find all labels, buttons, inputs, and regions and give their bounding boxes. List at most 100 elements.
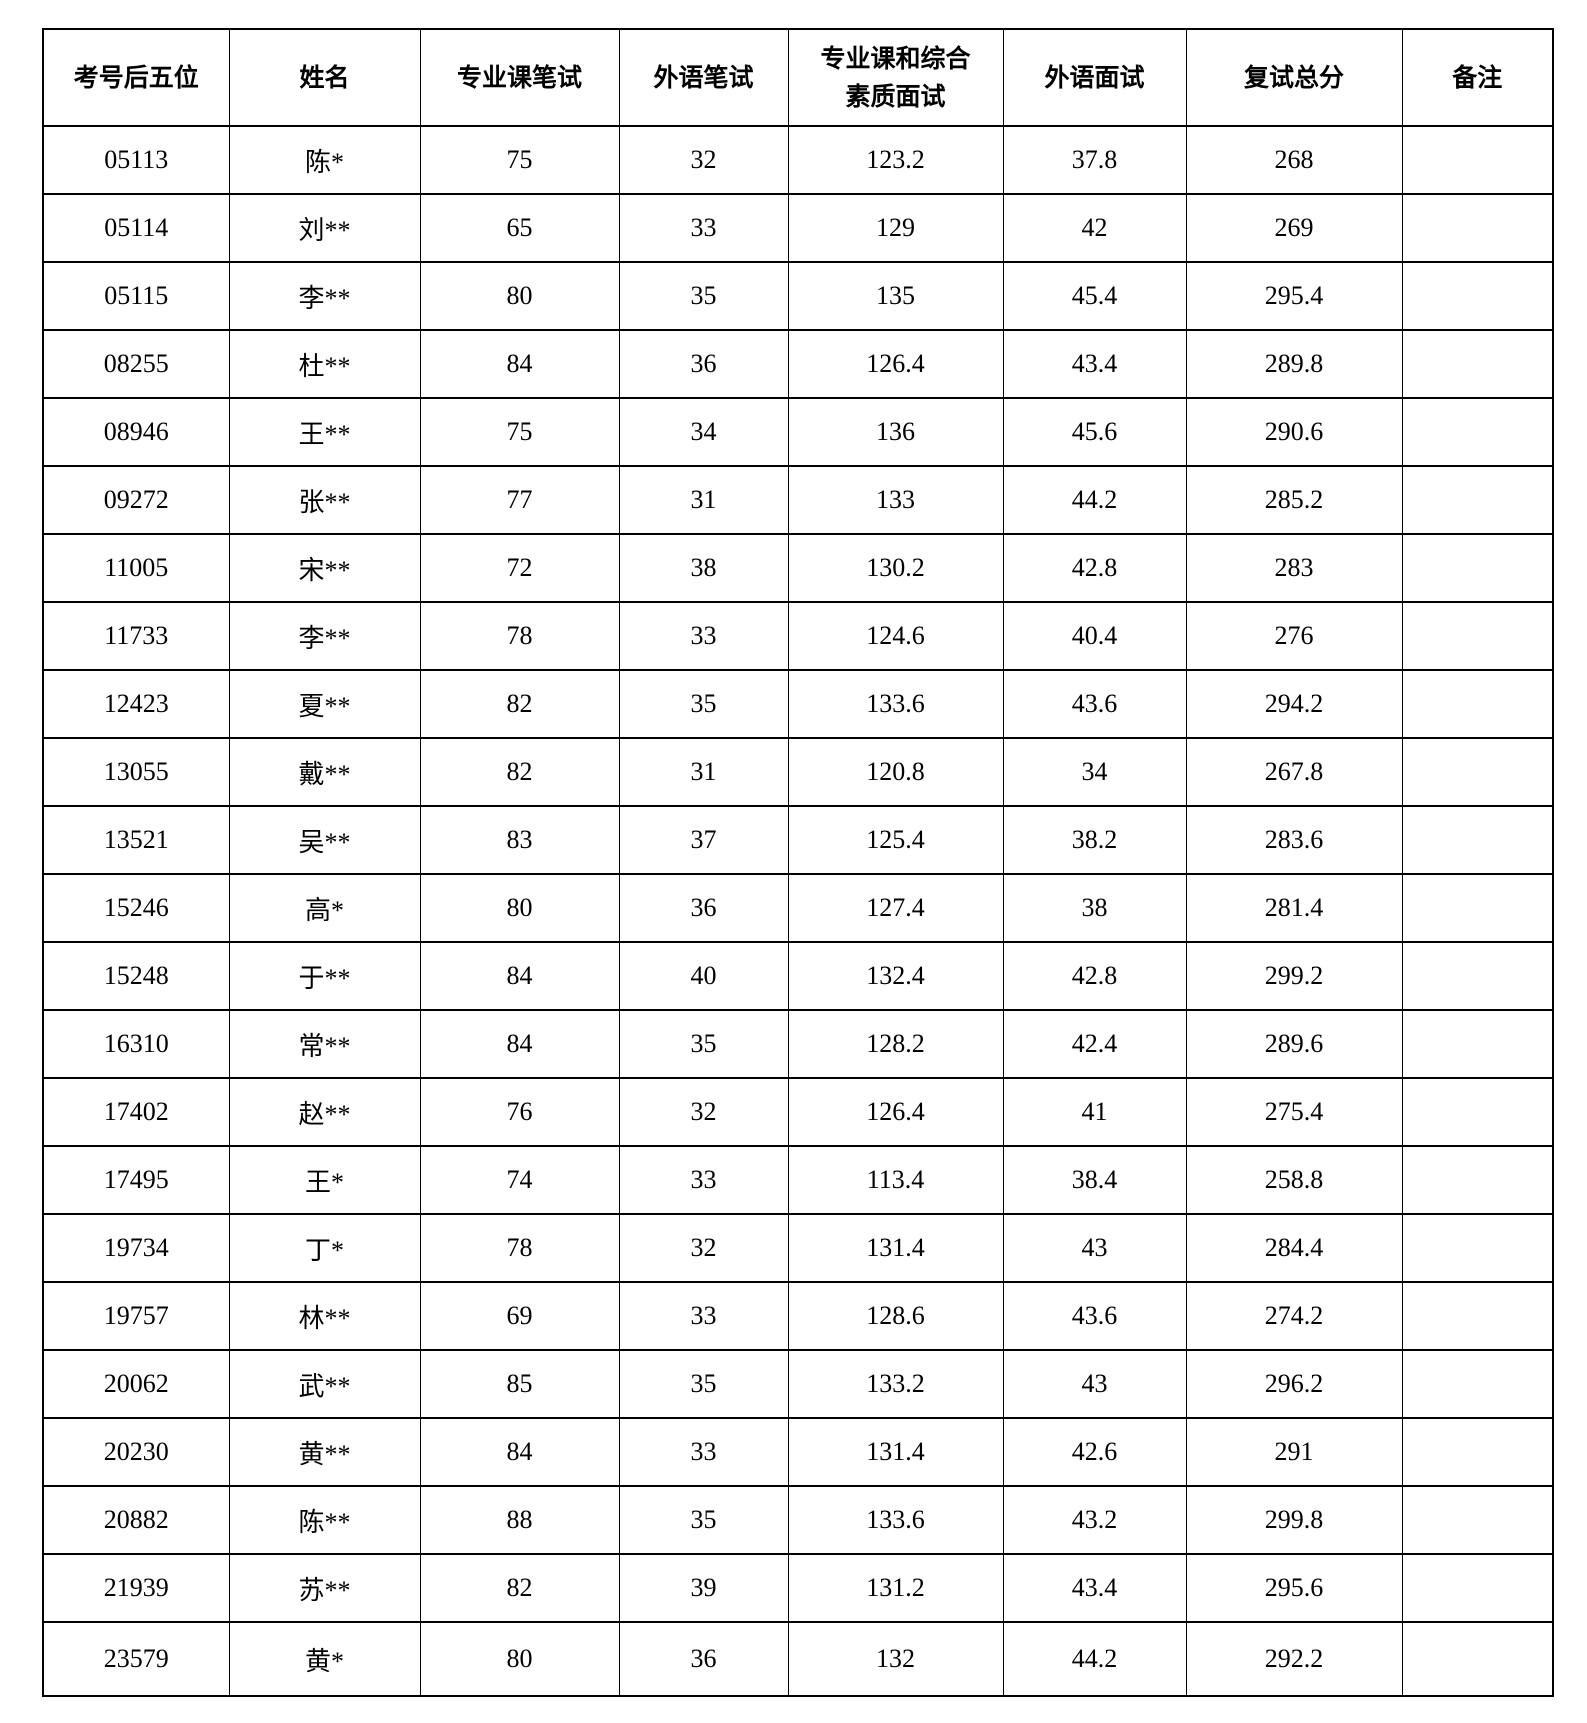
cell-total: 285.2 [1185, 465, 1403, 535]
table-row: 12423 夏** 82 35 133.6 43.6 294.2 [42, 669, 1554, 739]
cell-exam-id: 15248 [42, 941, 230, 1011]
cell-major-interview: 127.4 [787, 873, 1004, 943]
cell-name: 黄* [228, 1621, 421, 1697]
cell-major-written: 77 [419, 465, 620, 535]
cell-language-written: 32 [618, 125, 789, 195]
cell-exam-id: 13521 [42, 805, 230, 875]
cell-major-interview: 124.6 [787, 601, 1004, 671]
cell-major-written: 75 [419, 397, 620, 467]
cell-name: 陈* [228, 125, 421, 195]
cell-name: 夏** [228, 669, 421, 739]
cell-major-interview: 133 [787, 465, 1004, 535]
header-remark: 备注 [1401, 28, 1554, 127]
cell-language-interview: 40.4 [1002, 601, 1187, 671]
table-row: 19734 丁* 78 32 131.4 43 284.4 [42, 1213, 1554, 1283]
table-row: 20062 武** 85 35 133.2 43 296.2 [42, 1349, 1554, 1419]
cell-language-written: 35 [618, 669, 789, 739]
cell-total: 283 [1185, 533, 1403, 603]
cell-language-written: 36 [618, 329, 789, 399]
cell-major-written: 80 [419, 261, 620, 331]
cell-exam-id: 17402 [42, 1077, 230, 1147]
cell-name: 王** [228, 397, 421, 467]
cell-language-written: 36 [618, 873, 789, 943]
cell-remark [1401, 601, 1554, 671]
cell-language-interview: 42.8 [1002, 533, 1187, 603]
cell-name: 于** [228, 941, 421, 1011]
cell-major-written: 84 [419, 941, 620, 1011]
cell-total: 295.6 [1185, 1553, 1403, 1623]
cell-exam-id: 15246 [42, 873, 230, 943]
cell-major-written: 76 [419, 1077, 620, 1147]
cell-language-written: 34 [618, 397, 789, 467]
cell-language-interview: 44.2 [1002, 465, 1187, 535]
cell-language-interview: 45.6 [1002, 397, 1187, 467]
cell-major-interview: 128.6 [787, 1281, 1004, 1351]
cell-major-written: 75 [419, 125, 620, 195]
table-row: 13055 戴** 82 31 120.8 34 267.8 [42, 737, 1554, 807]
cell-major-interview: 131.2 [787, 1553, 1004, 1623]
cell-remark [1401, 465, 1554, 535]
cell-remark [1401, 1077, 1554, 1147]
cell-remark [1401, 737, 1554, 807]
header-major-written: 专业课笔试 [419, 28, 620, 127]
cell-major-interview: 130.2 [787, 533, 1004, 603]
cell-major-interview: 128.2 [787, 1009, 1004, 1079]
cell-name: 戴** [228, 737, 421, 807]
cell-name: 李** [228, 261, 421, 331]
cell-total: 295.4 [1185, 261, 1403, 331]
cell-name: 王* [228, 1145, 421, 1215]
cell-major-written: 83 [419, 805, 620, 875]
cell-language-written: 32 [618, 1077, 789, 1147]
cell-name: 林** [228, 1281, 421, 1351]
cell-major-interview: 113.4 [787, 1145, 1004, 1215]
cell-major-written: 78 [419, 601, 620, 671]
table-row: 16310 常** 84 35 128.2 42.4 289.6 [42, 1009, 1554, 1079]
cell-language-interview: 44.2 [1002, 1621, 1187, 1697]
cell-name: 宋** [228, 533, 421, 603]
cell-major-interview: 126.4 [787, 1077, 1004, 1147]
header-total: 复试总分 [1185, 28, 1403, 127]
header-major-interview-text: 专业课和综合素质面试 [820, 43, 971, 111]
cell-language-written: 35 [618, 1485, 789, 1555]
cell-language-written: 35 [618, 1009, 789, 1079]
cell-language-written: 33 [618, 193, 789, 263]
cell-total: 281.4 [1185, 873, 1403, 943]
cell-exam-id: 05115 [42, 261, 230, 331]
cell-major-written: 84 [419, 1417, 620, 1487]
cell-major-interview: 129 [787, 193, 1004, 263]
cell-major-interview: 135 [787, 261, 1004, 331]
cell-language-interview: 43 [1002, 1349, 1187, 1419]
cell-language-interview: 42.6 [1002, 1417, 1187, 1487]
cell-major-written: 78 [419, 1213, 620, 1283]
cell-language-written: 32 [618, 1213, 789, 1283]
cell-remark [1401, 805, 1554, 875]
cell-remark [1401, 669, 1554, 739]
table-row: 15246 高* 80 36 127.4 38 281.4 [42, 873, 1554, 943]
cell-major-written: 88 [419, 1485, 620, 1555]
table-row: 11733 李** 78 33 124.6 40.4 276 [42, 601, 1554, 671]
table-row: 08255 杜** 84 36 126.4 43.4 289.8 [42, 329, 1554, 399]
cell-total: 299.2 [1185, 941, 1403, 1011]
cell-exam-id: 20882 [42, 1485, 230, 1555]
cell-remark [1401, 1349, 1554, 1419]
cell-language-interview: 43.6 [1002, 1281, 1187, 1351]
cell-major-interview: 120.8 [787, 737, 1004, 807]
cell-exam-id: 08255 [42, 329, 230, 399]
cell-name: 赵** [228, 1077, 421, 1147]
cell-remark [1401, 261, 1554, 331]
cell-remark [1401, 193, 1554, 263]
cell-total: 291 [1185, 1417, 1403, 1487]
table-row: 20230 黄** 84 33 131.4 42.6 291 [42, 1417, 1554, 1487]
table-row: 13521 吴** 83 37 125.4 38.2 283.6 [42, 805, 1554, 875]
cell-remark [1401, 941, 1554, 1011]
cell-language-written: 35 [618, 261, 789, 331]
cell-major-interview: 133.2 [787, 1349, 1004, 1419]
cell-total: 299.8 [1185, 1485, 1403, 1555]
cell-major-interview: 136 [787, 397, 1004, 467]
cell-total: 289.8 [1185, 329, 1403, 399]
cell-language-written: 40 [618, 941, 789, 1011]
cell-major-written: 84 [419, 1009, 620, 1079]
cell-remark [1401, 329, 1554, 399]
cell-name: 李** [228, 601, 421, 671]
cell-total: 268 [1185, 125, 1403, 195]
